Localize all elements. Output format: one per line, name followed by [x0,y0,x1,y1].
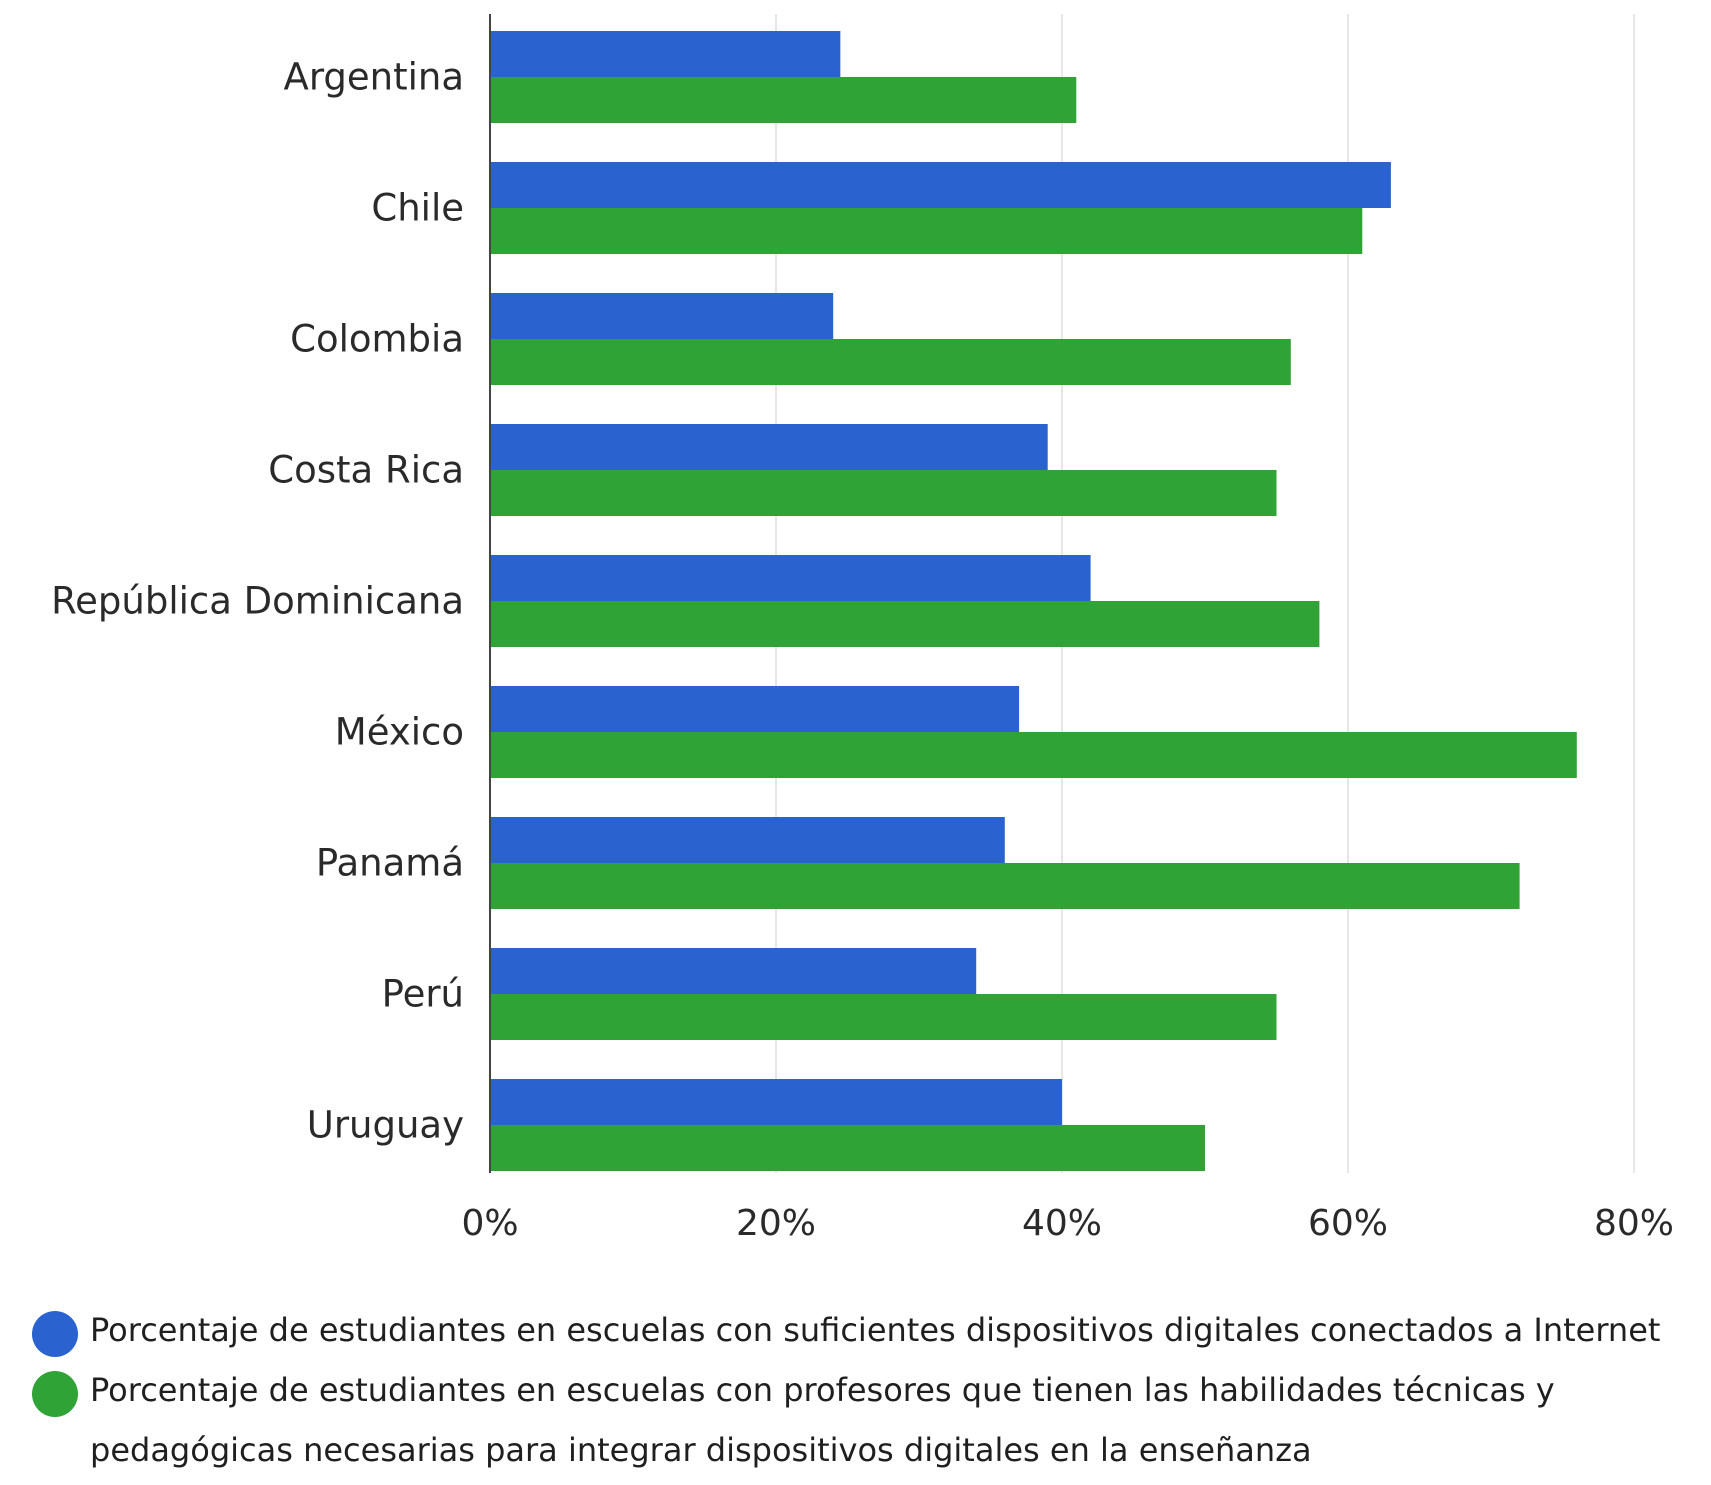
bar-blue-5 [490,686,1020,732]
bar-green-6 [490,863,1520,909]
bar-chart: Argentina Chile Colombia Costa Rica Repúblic… [51,14,1674,1244]
bar-green-4 [490,601,1320,647]
x-tick-label-1: 20% [736,1203,816,1244]
category-labels: Argentina Chile Colombia Costa Rica Repúblic… [51,56,464,1147]
legend-item-series-2: Porcentaje de estudiantes en escuelas co… [32,1360,1702,1480]
category-label-5: México [335,711,464,754]
bar-green-1 [490,208,1363,254]
legend-label-series-2: Porcentaje de estudiantes en escuelas co… [90,1371,1555,1469]
x-tick-label-2: 40% [1022,1203,1102,1244]
bar-blue-0 [490,31,841,77]
legend-swatch-blue [32,1311,78,1357]
legend-label-series-1: Porcentaje de estudiantes en escuelas co… [90,1311,1661,1349]
x-tick-labels: 0% 20% 40% 60% 80% [461,1203,1674,1244]
x-tick-label-3: 60% [1308,1203,1388,1244]
bars [490,31,1577,1171]
category-label-0: Argentina [284,56,464,99]
legend-item-series-1: Porcentaje de estudiantes en escuelas co… [32,1300,1702,1360]
bar-green-7 [490,994,1277,1040]
bar-blue-6 [490,817,1005,863]
bar-green-0 [490,77,1077,123]
bar-blue-1 [490,162,1391,208]
bar-blue-2 [490,293,834,339]
category-label-8: Uruguay [307,1104,464,1147]
bar-blue-3 [490,424,1048,470]
category-label-4: República Dominicana [51,580,464,623]
legend-swatch-green [32,1371,78,1417]
bar-green-5 [490,732,1577,778]
bar-green-3 [490,470,1277,516]
category-label-2: Colombia [290,318,464,361]
x-tick-label-4: 80% [1594,1203,1674,1244]
category-label-6: Panamá [316,842,464,885]
bar-blue-8 [490,1079,1062,1125]
x-tick-label-0: 0% [461,1203,518,1244]
bar-green-2 [490,339,1291,385]
category-label-1: Chile [371,187,464,230]
bar-blue-4 [490,555,1091,601]
category-label-7: Perú [382,973,464,1016]
bar-blue-7 [490,948,977,994]
bar-green-8 [490,1125,1205,1171]
category-label-3: Costa Rica [268,449,464,492]
legend: Porcentaje de estudiantes en escuelas co… [32,1300,1702,1480]
